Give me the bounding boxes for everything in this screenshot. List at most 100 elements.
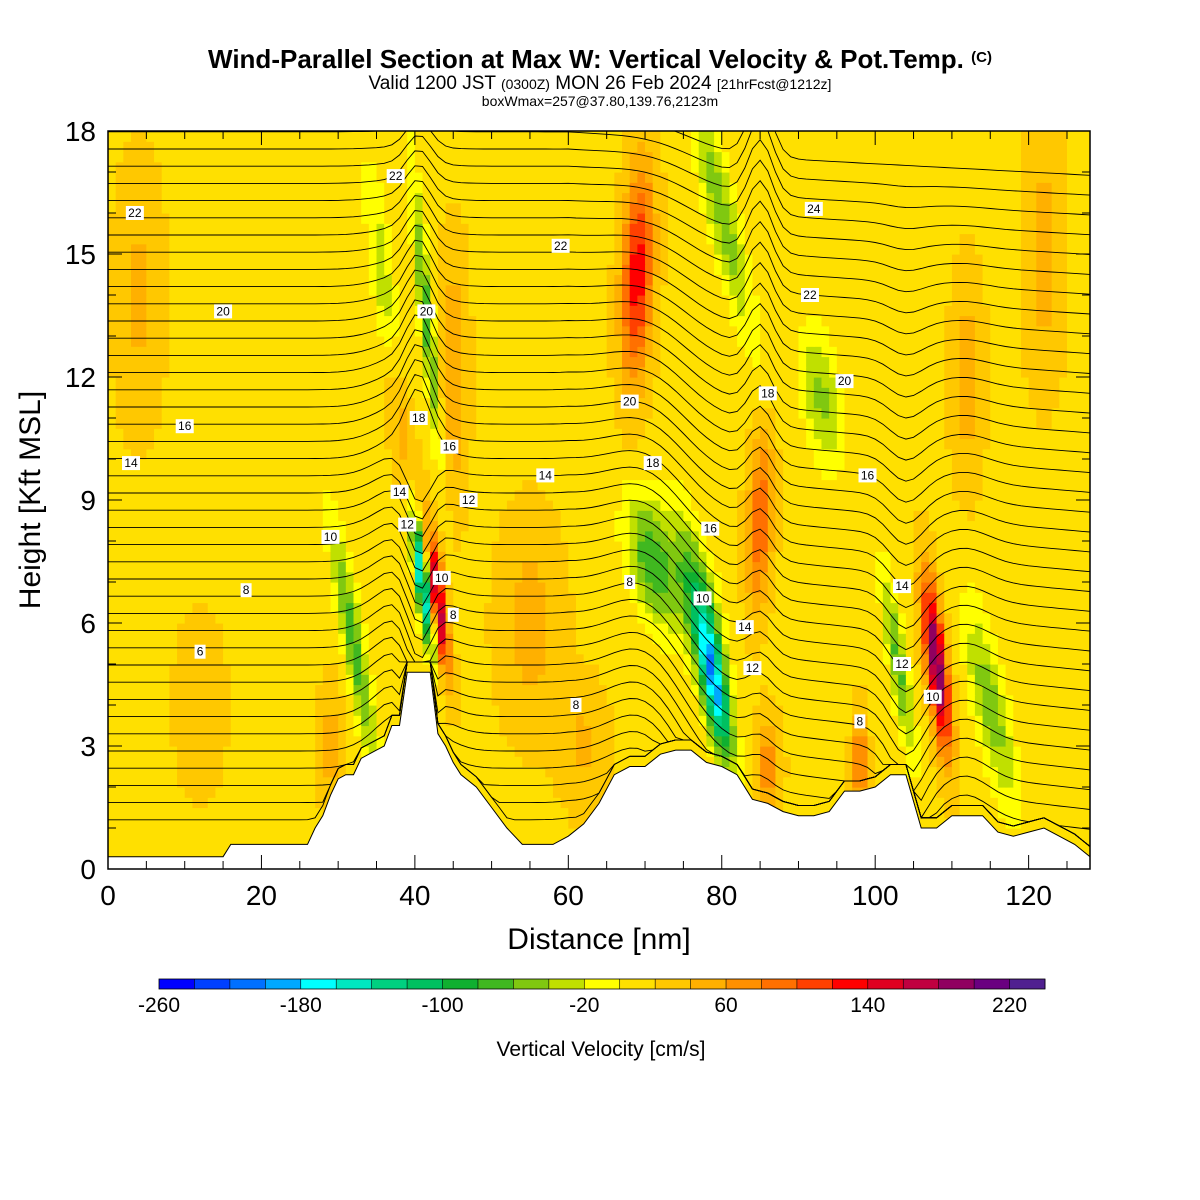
velocity-cell	[913, 746, 922, 757]
velocity-cell	[307, 643, 316, 655]
velocity-cell	[875, 725, 884, 737]
velocity-cell	[445, 674, 454, 686]
velocity-cell	[108, 612, 117, 624]
velocity-cell	[468, 643, 477, 655]
velocity-cell	[852, 776, 861, 788]
velocity-cell	[131, 787, 140, 798]
velocity-cell	[1005, 633, 1014, 645]
velocity-cell	[161, 787, 170, 798]
velocity-cell	[944, 643, 953, 655]
velocity-cell	[146, 828, 155, 839]
velocity-cell	[729, 551, 738, 563]
velocity-cell	[767, 633, 777, 645]
velocity-cell	[990, 705, 999, 716]
velocity-cell	[721, 664, 731, 675]
velocity-cell	[108, 489, 117, 501]
velocity-cell	[951, 684, 961, 696]
velocity-cell	[522, 643, 531, 655]
velocity-cell	[161, 725, 170, 737]
velocity-cell	[529, 715, 539, 727]
velocity-cell	[829, 664, 838, 675]
velocity-cell	[1059, 776, 1068, 788]
velocity-cell	[928, 479, 938, 491]
velocity-cell	[637, 489, 646, 501]
velocity-cell	[146, 664, 155, 675]
velocity-cell	[714, 756, 723, 768]
velocity-cell	[691, 643, 700, 655]
velocity-cell	[384, 705, 393, 716]
velocity-cell	[928, 623, 938, 634]
velocity-cell	[238, 592, 247, 604]
velocity-cell	[169, 653, 178, 665]
velocity-cell	[583, 623, 592, 634]
velocity-cell	[836, 725, 846, 737]
velocity-cell	[284, 469, 293, 481]
velocity-cell	[836, 705, 846, 716]
velocity-cell	[890, 643, 899, 655]
velocity-cell	[361, 551, 370, 563]
velocity-cell	[1082, 807, 1090, 819]
velocity-cell	[230, 653, 240, 665]
velocity-cell	[177, 602, 186, 614]
velocity-cell	[806, 797, 815, 809]
velocity-cell	[967, 674, 976, 686]
velocity-cell	[276, 541, 286, 552]
velocity-cell	[192, 469, 201, 481]
velocity-cell	[330, 766, 339, 778]
velocity-cell	[545, 705, 554, 716]
velocity-cell	[760, 623, 769, 634]
velocity-cell	[867, 756, 876, 768]
velocity-cell	[361, 735, 370, 747]
velocity-cell	[629, 551, 638, 563]
velocity-cell	[491, 684, 500, 696]
velocity-cell	[698, 725, 707, 737]
velocity-cell	[491, 479, 500, 491]
velocity-cell	[1028, 479, 1037, 491]
velocity-cell	[683, 664, 692, 675]
velocity-cell	[629, 479, 638, 491]
velocity-cell	[606, 469, 615, 481]
velocity-cell	[453, 715, 462, 727]
velocity-cell	[967, 520, 976, 532]
velocity-cell	[875, 684, 884, 696]
velocity-cell	[345, 551, 355, 563]
velocity-cell	[115, 479, 124, 491]
velocity-cell	[560, 561, 569, 573]
velocity-cell	[299, 602, 309, 614]
velocity-cell	[591, 469, 600, 481]
velocity-cell	[1074, 500, 1083, 511]
velocity-cell	[514, 766, 523, 778]
velocity-cell	[790, 653, 800, 665]
velocity-cell	[575, 612, 585, 624]
velocity-cell	[345, 592, 355, 604]
velocity-cell	[1028, 643, 1037, 655]
velocity-cell	[261, 735, 270, 747]
velocity-cell	[691, 510, 700, 522]
velocity-cell	[714, 510, 723, 522]
velocity-cell	[660, 479, 669, 491]
velocity-cell	[253, 520, 263, 532]
velocity-cell	[583, 746, 592, 757]
velocity-cell	[752, 694, 761, 706]
velocity-cell	[760, 705, 769, 716]
velocity-cell	[660, 469, 669, 481]
velocity-cell	[552, 489, 562, 501]
velocity-cell	[330, 479, 339, 491]
velocity-cell	[790, 633, 800, 645]
velocity-cell	[974, 612, 984, 624]
velocity-cell	[522, 623, 531, 634]
velocity-cell	[813, 530, 823, 542]
velocity-cell	[560, 664, 569, 675]
velocity-cell	[997, 469, 1007, 481]
velocity-cell	[476, 489, 485, 501]
velocity-cell	[813, 602, 823, 614]
velocity-cell	[913, 489, 922, 501]
velocity-cell	[990, 766, 999, 778]
velocity-cell	[852, 684, 861, 696]
velocity-cell	[591, 520, 600, 532]
velocity-cell	[990, 510, 999, 522]
velocity-cell	[276, 674, 286, 686]
velocity-cell	[253, 725, 263, 737]
velocity-cell	[330, 664, 339, 675]
velocity-cell	[154, 633, 163, 645]
